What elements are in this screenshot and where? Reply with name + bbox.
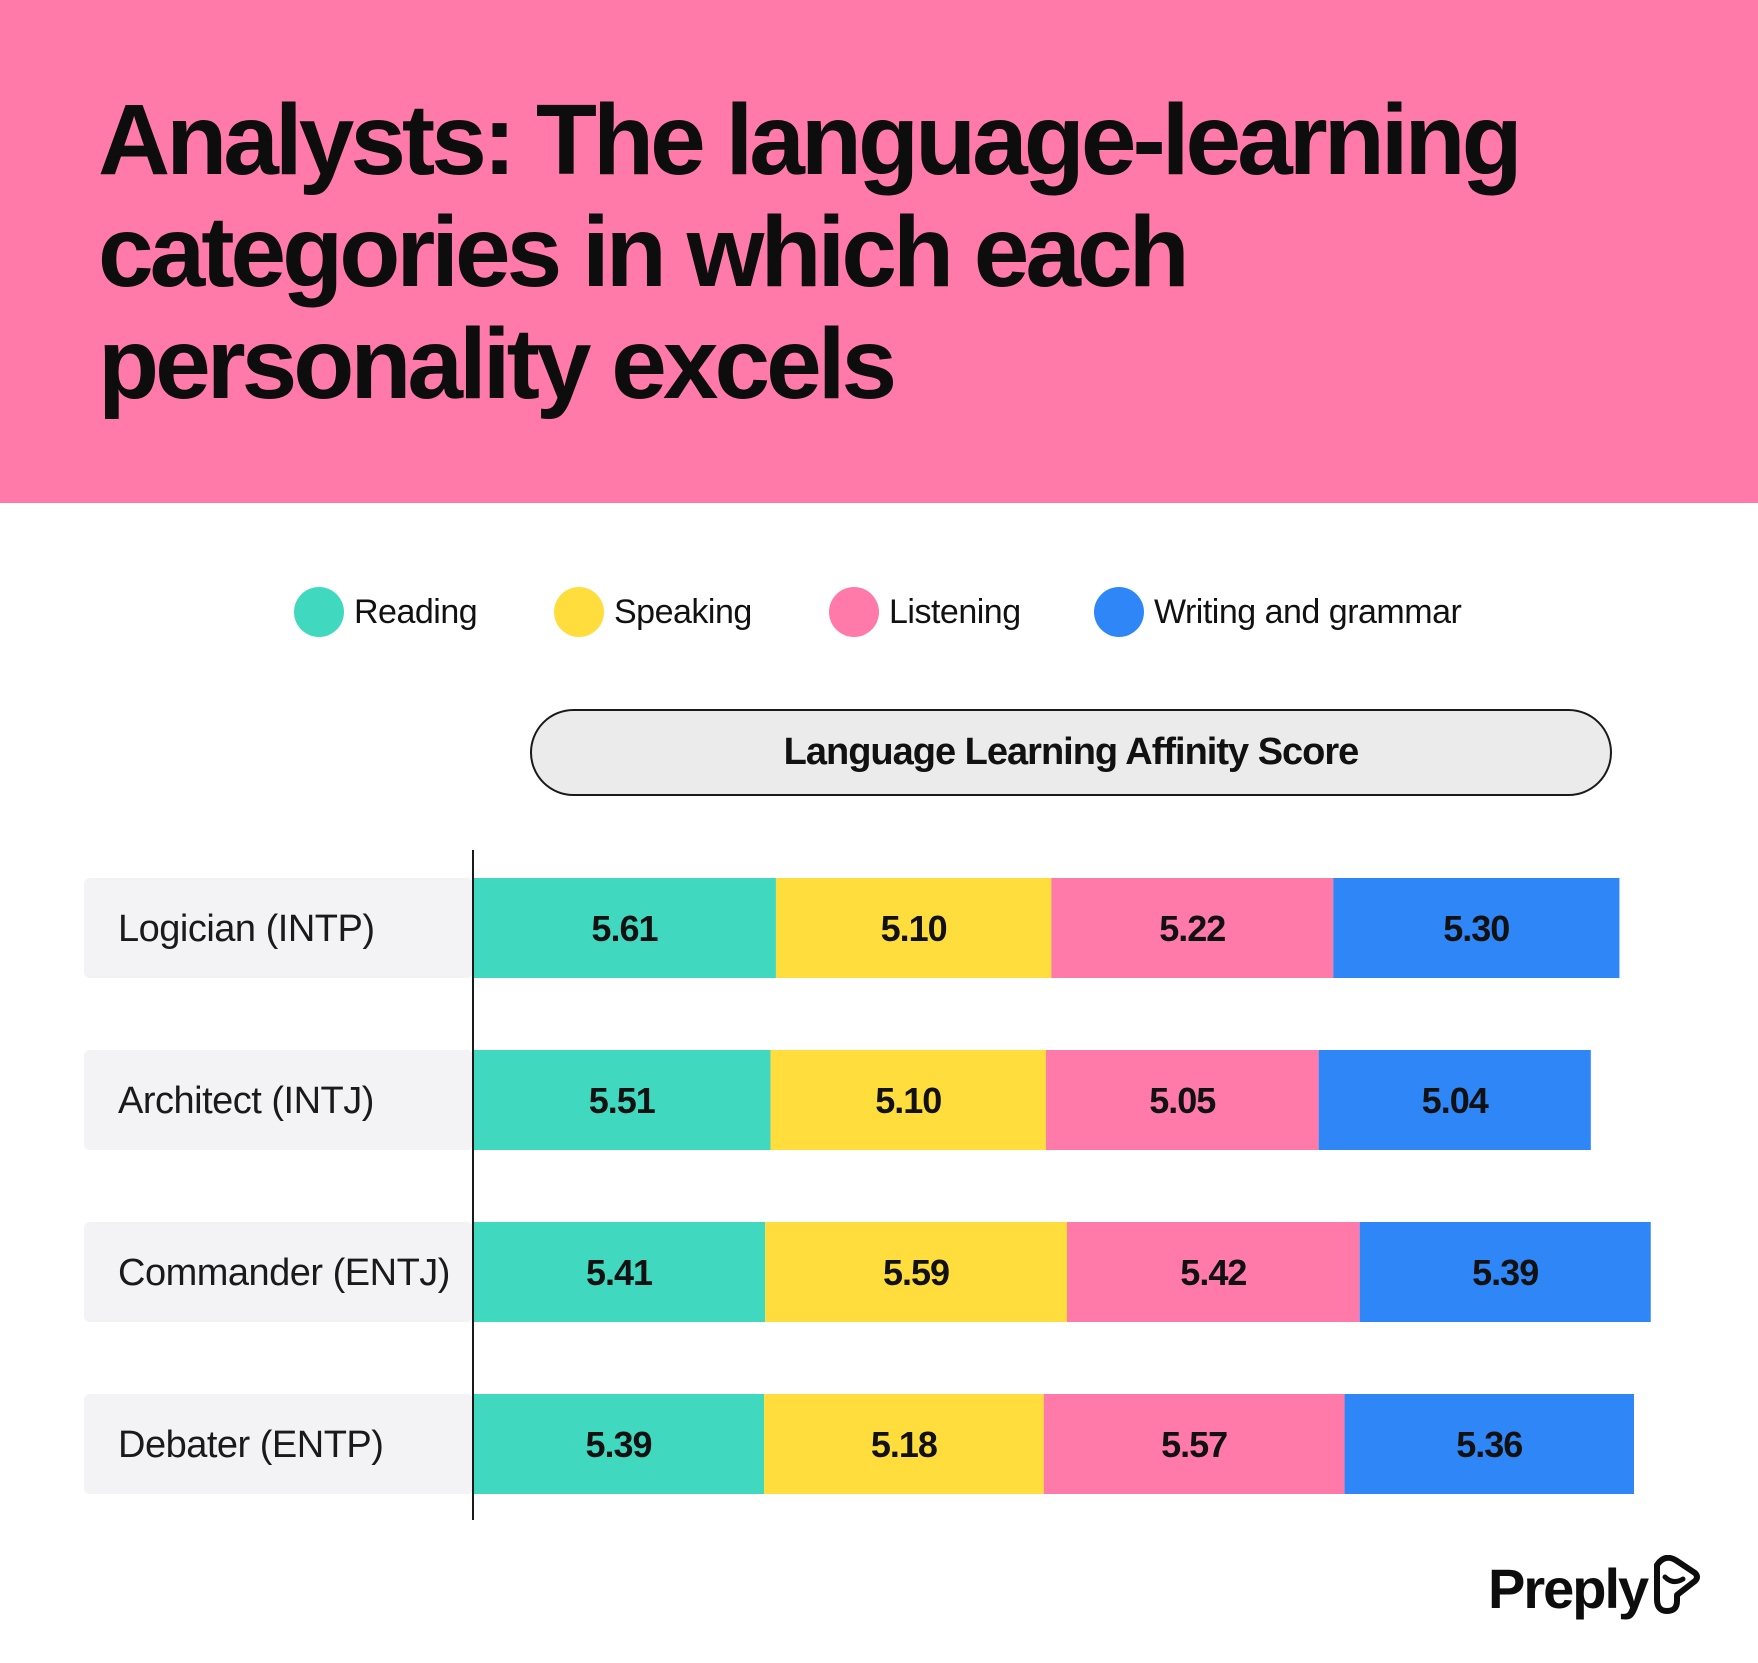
- legend-swatch-reading: [294, 587, 344, 637]
- legend-swatch-speaking: [554, 587, 604, 637]
- bar-segment-writing: [1359, 1222, 1651, 1322]
- bar-value-label: 5.10: [881, 908, 947, 949]
- bar-value-label: 5.22: [1159, 908, 1225, 949]
- legend-label-speaking: Speaking: [614, 592, 752, 631]
- bar-segment-listening: [1051, 878, 1334, 978]
- bar-value-label: 5.41: [586, 1252, 653, 1293]
- row-label-background: [84, 1050, 473, 1150]
- row-label-background: [84, 878, 473, 978]
- bar-segment-speaking: [775, 878, 1052, 978]
- legend-item-speaking: Speaking: [554, 582, 752, 642]
- bar-value-label: 5.30: [1443, 908, 1509, 949]
- row-label: Architect (INTJ): [118, 1080, 374, 1122]
- legend-swatch-writing: [1094, 587, 1144, 637]
- legend-label-listening: Listening: [889, 592, 1021, 631]
- bar-value-label: 5.39: [1472, 1252, 1538, 1293]
- bar-row-architect: Architect (INTJ) 5.51 5.10 5.05 5.04: [84, 1050, 1591, 1150]
- bar-segment-speaking: [764, 1394, 1044, 1494]
- bar-segment-reading: [473, 1394, 765, 1494]
- title-banner: Analysts: The language-learning categori…: [0, 0, 1758, 503]
- bar-value-label: 5.59: [883, 1252, 949, 1293]
- bar-row-commander: Commander (ENTJ) 5.41 5.59 5.42 5.39: [84, 1222, 1651, 1322]
- bar-segment-writing: [1318, 1050, 1591, 1150]
- stacked-bar-chart: Logician (INTP) 5.61 5.10 5.22 5.30 Architect…: [84, 850, 1651, 1520]
- row-label-background: [84, 1222, 473, 1322]
- row-label: Debater (ENTP): [118, 1424, 383, 1466]
- bar-segment-listening: [1043, 1394, 1345, 1494]
- bar-segment-reading: [473, 1050, 771, 1150]
- bar-value-label: 5.57: [1161, 1424, 1227, 1465]
- bar-value-label: 5.51: [589, 1080, 656, 1121]
- brand-name: Preply: [1488, 1556, 1649, 1620]
- row-label: Logician (INTP): [118, 908, 374, 950]
- bar-value-label: 5.61: [591, 908, 658, 949]
- bar-row-debater: Debater (ENTP) 5.39 5.18 5.57 5.36: [84, 1394, 1634, 1494]
- bar-segment-listening: [1067, 1222, 1360, 1322]
- bar-segment-writing: [1333, 878, 1620, 978]
- bar-value-label: 5.36: [1456, 1424, 1522, 1465]
- bar-value-label: 5.39: [585, 1424, 651, 1465]
- bar-value-label: 5.18: [871, 1424, 937, 1465]
- row-label: Commander (ENTJ): [118, 1252, 450, 1294]
- page-title: Analysts: The language-learning categori…: [98, 84, 1523, 420]
- bar-segment-writing: [1344, 1394, 1634, 1494]
- axis-title-pill: Language Learning Affinity Score: [530, 709, 1612, 796]
- bar-row-logician: Logician (INTP) 5.61 5.10 5.22 5.30: [84, 878, 1620, 978]
- bar-value-label: 5.05: [1149, 1080, 1216, 1121]
- bar-segment-speaking: [770, 1050, 1046, 1150]
- bar-segment-speaking: [765, 1222, 1067, 1322]
- brand-logo: Preply: [1488, 1548, 1701, 1628]
- legend-item-listening: Listening: [829, 582, 1021, 642]
- bar-value-label: 5.04: [1422, 1080, 1489, 1121]
- legend-label-reading: Reading: [354, 592, 478, 631]
- bar-segment-reading: [473, 878, 776, 978]
- legend-label-writing: Writing and grammar: [1154, 592, 1462, 631]
- bar-segment-reading: [473, 1222, 766, 1322]
- bar-segment-listening: [1045, 1050, 1319, 1150]
- chart-legend: Reading Speaking Listening Writing and g…: [0, 582, 1758, 642]
- bar-value-label: 5.10: [875, 1080, 941, 1121]
- legend-item-reading: Reading: [294, 582, 478, 642]
- bar-value-label: 5.42: [1180, 1252, 1246, 1293]
- legend-swatch-listening: [829, 587, 879, 637]
- legend-item-writing: Writing and grammar: [1094, 582, 1462, 642]
- preply-logo-icon: [1654, 1555, 1701, 1614]
- row-label-background: [84, 1394, 473, 1494]
